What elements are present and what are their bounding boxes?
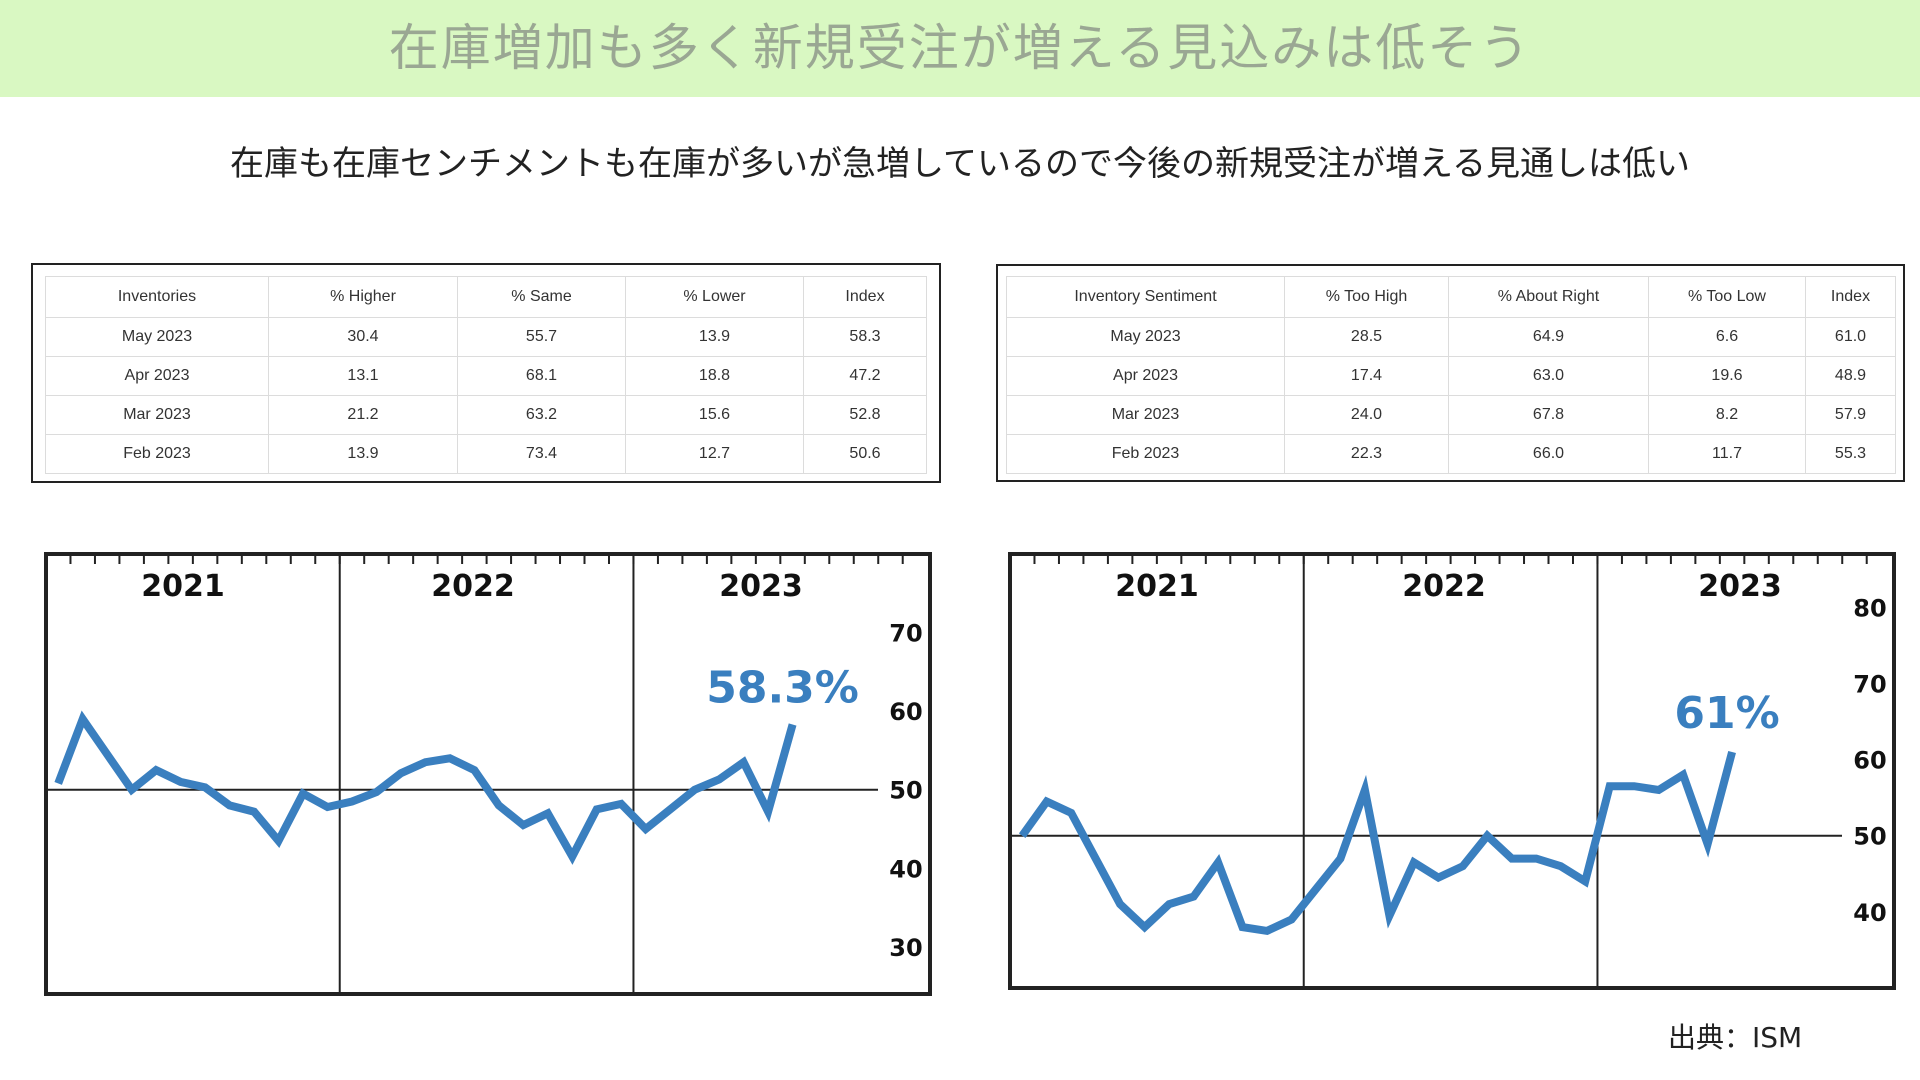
y-tick-label: 30 xyxy=(889,934,922,962)
y-tick-label: 60 xyxy=(889,698,922,726)
cell: 6.6 xyxy=(1648,317,1806,357)
title-banner xyxy=(0,0,1920,97)
cell: 66.0 xyxy=(1448,434,1649,474)
cell: Apr 2023 xyxy=(45,356,269,396)
y-tick-label: 70 xyxy=(889,620,922,648)
cell: 12.7 xyxy=(625,434,804,474)
cell: 63.0 xyxy=(1448,356,1649,396)
cell: 13.9 xyxy=(625,317,804,357)
inventories-table: Inventories % Higher % Same % Lower Inde… xyxy=(45,276,927,474)
year-label: 2021 xyxy=(1115,569,1199,604)
chart-frame xyxy=(44,552,932,996)
table-row: Apr 2023 17.4 63.0 19.6 48.9 xyxy=(1006,356,1896,396)
col-header: % Higher xyxy=(268,276,458,318)
series-line xyxy=(1018,750,1736,936)
cell: Feb 2023 xyxy=(45,434,269,474)
col-header: Inventories xyxy=(45,276,269,318)
table-row: May 2023 30.4 55.7 13.9 58.3 xyxy=(45,317,927,357)
cell: 15.6 xyxy=(625,395,804,435)
year-label: 2021 xyxy=(141,569,225,604)
cell: 57.9 xyxy=(1805,395,1896,435)
slide-subtitle: 在庫も在庫センチメントも在庫が多いが急増しているので今後の新規受注が増える見通し… xyxy=(230,144,1690,184)
cell: 73.4 xyxy=(457,434,626,474)
y-tick-label: 50 xyxy=(1853,823,1886,851)
y-tick-label: 60 xyxy=(1853,747,1886,775)
table-row: Mar 2023 24.0 67.8 8.2 57.9 xyxy=(1006,395,1896,435)
cell: 18.8 xyxy=(625,356,804,396)
inventory-sentiment-index-chart: 2021 2022 2023 40 50 60 70 80 61% xyxy=(1008,552,1896,990)
source-note: 出典：ISM xyxy=(1668,1021,1803,1054)
inventories-index-chart: 2021 2022 2023 30 40 50 60 70 58.3% xyxy=(44,552,932,996)
year-label: 2022 xyxy=(1402,569,1486,604)
cell: 22.3 xyxy=(1284,434,1449,474)
cell: 63.2 xyxy=(457,395,626,435)
cell: 47.2 xyxy=(803,356,927,396)
inventories-table-box: Inventories % Higher % Same % Lower Inde… xyxy=(31,263,941,483)
cell: 48.9 xyxy=(1805,356,1896,396)
table-header-row: Inventories % Higher % Same % Lower Inde… xyxy=(45,276,927,318)
cell: 50.6 xyxy=(803,434,927,474)
cell: 13.1 xyxy=(268,356,458,396)
col-header: % Too Low xyxy=(1648,276,1806,318)
inventory-sentiment-table-box: Inventory Sentiment % Too High % About R… xyxy=(996,264,1905,482)
cell: 8.2 xyxy=(1648,395,1806,435)
last-value-annotation: 61% xyxy=(1674,688,1779,739)
cell: 67.8 xyxy=(1448,395,1649,435)
cell: 11.7 xyxy=(1648,434,1806,474)
table-row: May 2023 28.5 64.9 6.6 61.0 xyxy=(1006,317,1896,357)
table-row: Apr 2023 13.1 68.1 18.8 47.2 xyxy=(45,356,927,396)
cell: 55.3 xyxy=(1805,434,1896,474)
cell: 28.5 xyxy=(1284,317,1449,357)
table-row: Feb 2023 22.3 66.0 11.7 55.3 xyxy=(1006,434,1896,474)
cell: 19.6 xyxy=(1648,356,1806,396)
cell: Mar 2023 xyxy=(45,395,269,435)
cell: 61.0 xyxy=(1805,317,1896,357)
cell: Feb 2023 xyxy=(1006,434,1285,474)
cell: 55.7 xyxy=(457,317,626,357)
cell: Mar 2023 xyxy=(1006,395,1285,435)
y-tick-label: 70 xyxy=(1853,670,1886,698)
year-label: 2023 xyxy=(1698,569,1782,604)
col-header: Inventory Sentiment xyxy=(1006,276,1285,318)
y-tick-label: 40 xyxy=(1853,899,1886,927)
y-tick-label: 40 xyxy=(889,855,922,883)
table-row: Feb 2023 13.9 73.4 12.7 50.6 xyxy=(45,434,927,474)
col-header: % Same xyxy=(457,276,626,318)
cell: 13.9 xyxy=(268,434,458,474)
year-label: 2023 xyxy=(719,569,803,604)
cell: 68.1 xyxy=(457,356,626,396)
cell: 58.3 xyxy=(803,317,927,357)
year-label: 2022 xyxy=(431,569,515,604)
col-header: % Lower xyxy=(625,276,804,318)
col-header: % About Right xyxy=(1448,276,1649,318)
cell: 17.4 xyxy=(1284,356,1449,396)
y-tick-label: 80 xyxy=(1853,594,1886,622)
col-header: Index xyxy=(803,276,927,318)
table-row: Mar 2023 21.2 63.2 15.6 52.8 xyxy=(45,395,927,435)
cell: May 2023 xyxy=(45,317,269,357)
table-header-row: Inventory Sentiment % Too High % About R… xyxy=(1006,276,1896,318)
col-header: % Too High xyxy=(1284,276,1449,318)
inventory-sentiment-table: Inventory Sentiment % Too High % About R… xyxy=(1006,276,1896,474)
cell: 52.8 xyxy=(803,395,927,435)
cell: 21.2 xyxy=(268,395,458,435)
cell: Apr 2023 xyxy=(1006,356,1285,396)
col-header: Index xyxy=(1805,276,1896,318)
last-value-annotation: 58.3% xyxy=(706,663,859,714)
cell: 24.0 xyxy=(1284,395,1449,435)
slide-title: 在庫増加も多く新規受注が増える見込みは低そう xyxy=(388,19,1532,77)
y-tick-label: 50 xyxy=(889,777,922,805)
cell: 30.4 xyxy=(268,317,458,357)
cell: May 2023 xyxy=(1006,317,1285,357)
cell: 64.9 xyxy=(1448,317,1649,357)
